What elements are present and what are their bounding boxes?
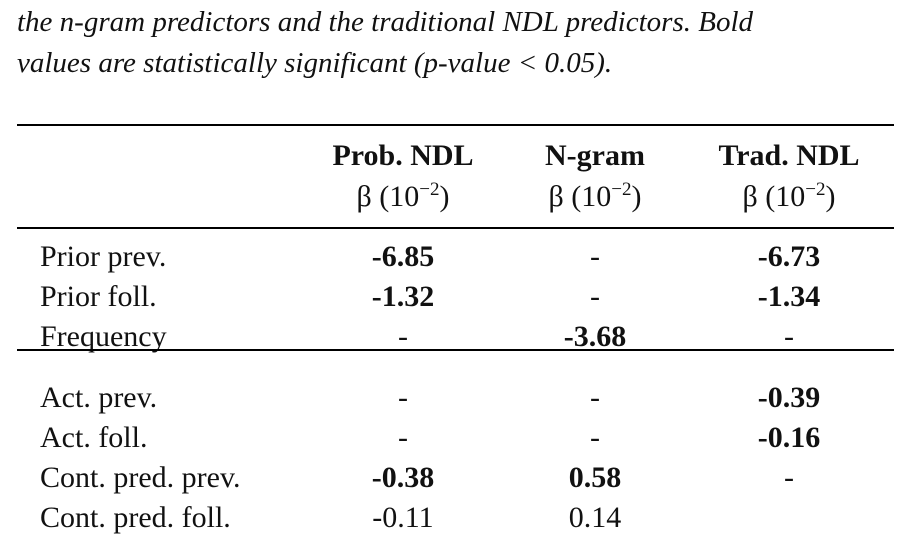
page: {"caption": {"lines": ["the n-gram predi… <box>17 6 894 534</box>
cell: -6.73 <box>757 240 821 273</box>
cell: -3.68 <box>563 320 627 353</box>
cell: -1.34 <box>757 280 821 313</box>
cell: -0.39 <box>757 381 821 414</box>
unit-part: β (10 <box>356 180 420 213</box>
cell: -0.11 <box>372 501 434 534</box>
column-unit: β (10−2) <box>743 179 836 215</box>
unit-part: ) <box>631 180 642 213</box>
cell: - <box>398 320 408 353</box>
row-label: Frequency <box>40 320 167 353</box>
column-unit: β (10−2) <box>357 179 450 215</box>
unit-part: −2 <box>611 179 632 200</box>
unit-part: ) <box>825 180 836 213</box>
unit-part: β (10 <box>742 180 806 213</box>
unit-part: ) <box>439 180 450 213</box>
unit-part: −2 <box>805 179 826 200</box>
cell: - <box>784 320 794 353</box>
cell: - <box>784 461 794 494</box>
row-label: Cont. pred. prev. <box>40 461 241 494</box>
group-rule <box>17 349 894 351</box>
row-label: Cont. pred. foll. <box>40 501 231 534</box>
cell: -1.32 <box>371 280 435 313</box>
cell: - <box>590 421 600 454</box>
cell: 0.58 <box>568 461 622 494</box>
cell: 0.14 <box>568 501 622 534</box>
column-header: Prob. NDL <box>332 139 474 172</box>
cell: - <box>590 280 600 313</box>
unit-part: −2 <box>419 179 440 200</box>
row-label: Prior foll. <box>40 280 157 313</box>
column-header: N-gram <box>545 139 645 172</box>
header-rule <box>17 227 894 229</box>
cell: - <box>398 381 408 414</box>
row-label: Prior prev. <box>40 240 167 273</box>
cell: - <box>590 240 600 273</box>
cell: -6.85 <box>371 240 435 273</box>
column-unit: β (10−2) <box>549 179 642 215</box>
unit-part: β (10 <box>548 180 612 213</box>
caption-line: values are statistically significant (p-… <box>17 47 613 79</box>
cell: -0.16 <box>757 421 821 454</box>
cell: -0.38 <box>371 461 435 494</box>
top-rule <box>17 124 894 126</box>
cell: - <box>398 421 408 454</box>
cell: - <box>590 381 600 414</box>
row-label: Act. prev. <box>40 381 158 414</box>
caption-line: the n-gram predictors and the traditiona… <box>17 6 754 38</box>
column-header: Trad. NDL <box>718 139 860 172</box>
row-label: Act. foll. <box>40 421 148 454</box>
